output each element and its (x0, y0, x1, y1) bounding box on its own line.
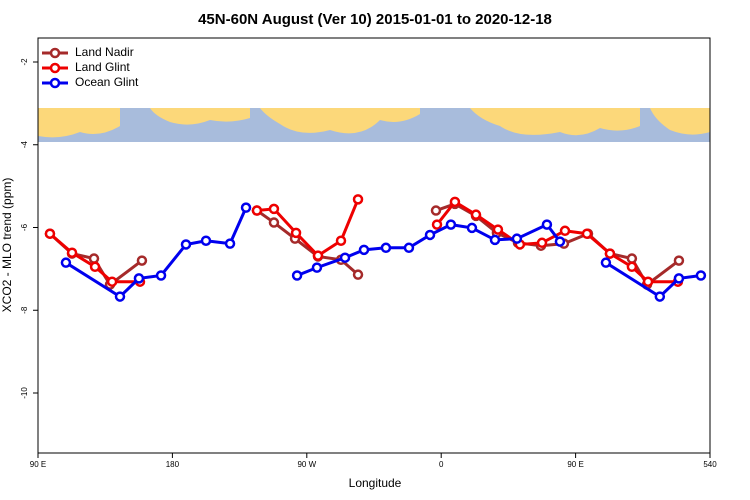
x-axis-label: Longitude (349, 476, 402, 490)
point (114, 291, 126, 302)
point (626, 253, 638, 264)
point (424, 229, 436, 241)
point (695, 270, 707, 281)
x-tick-label: 90 E (567, 460, 583, 469)
point (673, 273, 685, 284)
y-tick-label: -6 (20, 223, 29, 231)
point (626, 261, 638, 273)
point (180, 239, 192, 250)
x-tick-label: 90 E (30, 460, 46, 469)
point (581, 228, 593, 239)
point (470, 209, 482, 220)
point (466, 222, 478, 234)
point (654, 291, 666, 302)
point (431, 219, 443, 230)
x-tick-label: 180 (166, 460, 180, 469)
chart-title: 45N-60N August (Ver 10) 2015-01-01 to 20… (198, 11, 552, 28)
x-tick-label: 90 W (297, 460, 316, 469)
point (358, 244, 370, 256)
legend-label: Land Nadir (75, 45, 134, 59)
point (89, 261, 101, 273)
legend-marker (49, 62, 61, 74)
point (136, 255, 148, 266)
point (380, 242, 392, 254)
point (268, 217, 280, 228)
x-tick-label: 0 (439, 460, 444, 469)
point (60, 257, 72, 268)
point (352, 194, 364, 205)
point (600, 257, 612, 268)
point (445, 219, 457, 230)
legend-marker (49, 77, 61, 89)
y-tick-label: -2 (20, 58, 29, 66)
point (673, 255, 685, 266)
point (311, 262, 323, 273)
x-tick-label: 540 (703, 460, 717, 469)
point (268, 203, 280, 215)
y-tick-label: -8 (20, 306, 29, 314)
point (44, 228, 56, 239)
point (492, 224, 504, 235)
point (352, 269, 364, 280)
point (541, 219, 553, 230)
y-tick-label: -10 (20, 387, 29, 399)
point (66, 247, 78, 258)
point (133, 273, 145, 284)
point (604, 248, 616, 259)
point (339, 252, 351, 263)
point (200, 235, 212, 246)
series-line (48, 198, 678, 284)
plot-frame (37, 37, 711, 454)
series-line (48, 202, 680, 287)
point (291, 270, 303, 281)
point (489, 234, 501, 246)
point (536, 237, 548, 249)
point (511, 233, 523, 244)
point (554, 236, 566, 247)
legend-label: Ocean Glint (75, 75, 139, 89)
legend-marker (49, 47, 61, 59)
point (312, 250, 324, 261)
point (403, 242, 415, 254)
point (430, 205, 442, 216)
point (642, 276, 654, 287)
y-tick-label: -4 (20, 141, 29, 149)
point (240, 202, 252, 213)
point (290, 227, 302, 239)
point (155, 270, 167, 281)
point (559, 225, 571, 237)
map-strip (38, 108, 710, 142)
point (106, 276, 118, 287)
point (251, 205, 263, 216)
point (449, 196, 461, 208)
legend-label: Land Glint (75, 60, 130, 74)
y-axis-label: XCO2 - MLO trend (ppm) (0, 178, 14, 313)
point (224, 238, 236, 249)
point (88, 253, 100, 264)
point (335, 235, 347, 246)
